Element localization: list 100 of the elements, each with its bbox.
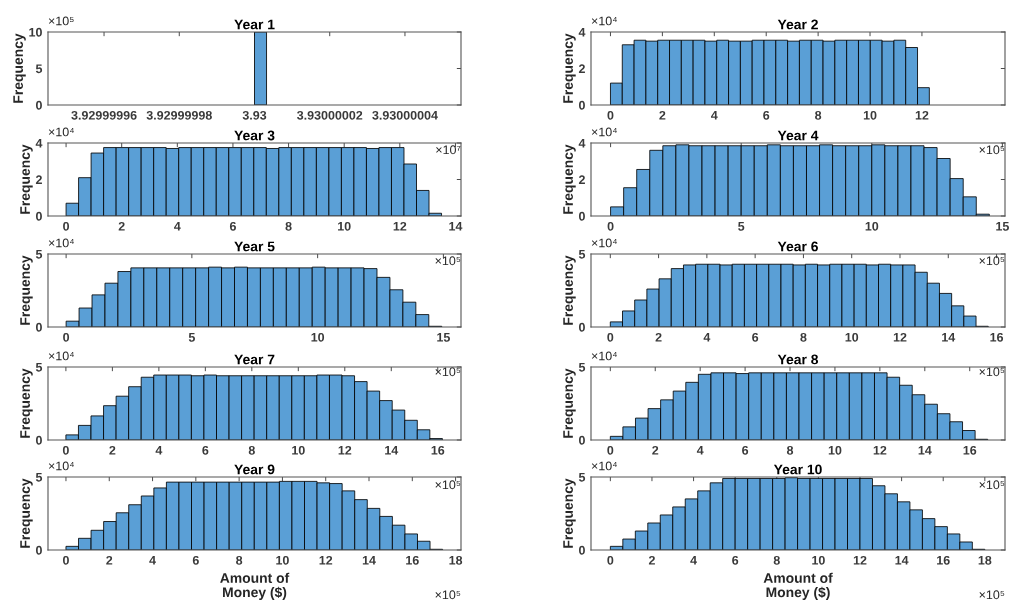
x-tick-label: 6 <box>202 445 209 455</box>
x-tick-label: 8 <box>815 110 822 120</box>
x-tick-label: 0 <box>63 332 70 342</box>
x-tick-label: 6 <box>742 445 749 455</box>
text: ×10⁵ <box>979 590 1005 600</box>
x-tick-label: 16 <box>406 555 419 565</box>
y-axis-title: Frequency <box>20 144 33 214</box>
y-axis-title: Frequency <box>563 478 576 548</box>
x-tick-label: 8 <box>285 221 292 231</box>
chart-title: Year 2 <box>777 19 818 30</box>
x-tick-label: 8 <box>248 445 255 455</box>
annotation: ×10⁵ <box>979 480 1005 490</box>
chart-title: Year 9 <box>234 464 275 475</box>
x-tick-label: 12 <box>873 445 887 455</box>
y-tick-label: 5 <box>578 249 586 259</box>
y-tick-label: 0 <box>35 100 42 110</box>
x-axis-title: Amount of Money ($) <box>763 572 833 600</box>
y-tick-label: 5 <box>35 249 43 259</box>
x-tick-label: 6 <box>229 221 236 231</box>
x-tick-label: 6 <box>752 332 759 342</box>
y-tick-label: 0 <box>35 545 42 555</box>
x-tick-label: 3.92999996 <box>71 110 137 120</box>
x-tick-label: 14 <box>895 556 909 565</box>
y-tick-label: 5 <box>35 472 43 482</box>
y-axis-title: Frequency <box>13 33 26 103</box>
chart-title: Year 1 <box>234 19 275 30</box>
chart-title: Year 6 <box>777 241 818 252</box>
x-tick-label: 14 <box>942 333 956 342</box>
chart-title: Year 4 <box>777 130 819 141</box>
y-tick-label: 0 <box>578 435 585 445</box>
y-tick-label: 0 <box>578 100 585 110</box>
x-tick-label: 14 <box>918 446 932 455</box>
x-tick-label: 4 <box>174 222 181 231</box>
x-tick-label: 12 <box>393 221 407 231</box>
y-tick-label: 0 <box>35 322 42 332</box>
x-tick-label: 6 <box>732 555 739 565</box>
x-tick-label: 5 <box>738 222 745 231</box>
x-tick-label: 15 <box>437 333 450 342</box>
y-tick-label: 2 <box>35 175 42 185</box>
x-tick-label: 0 <box>607 445 614 455</box>
y-axis-title: Frequency <box>563 255 576 325</box>
y-axis-title: Frequency <box>563 33 576 103</box>
x-tick-label: 4 <box>155 446 163 455</box>
x-tick-label: 8 <box>773 555 780 565</box>
x-tick-label: 10 <box>292 445 305 455</box>
x-tick-label: 16 <box>431 445 445 455</box>
text: ×10⁴ <box>591 127 617 137</box>
y-tick-label: 4 <box>578 27 586 37</box>
chart-title: Year 8 <box>777 354 819 365</box>
x-tick-label: 16 <box>963 445 977 455</box>
x-tick-label: 0 <box>607 110 614 120</box>
text: ×10⁵ <box>48 16 74 26</box>
chart-title: Year 10 <box>773 464 822 475</box>
x-tick-label: 2 <box>655 332 662 342</box>
x-tick-label: 14 <box>449 222 463 231</box>
chart-title: Year 7 <box>234 354 275 365</box>
annotation: ×10⁷ <box>436 145 461 155</box>
y-tick-label: 0 <box>578 545 585 555</box>
y-tick-label: 5 <box>578 362 586 372</box>
text: ×10⁴ <box>591 16 617 26</box>
x-tick-label: 8 <box>236 555 243 565</box>
text: ×10⁴ <box>48 127 74 137</box>
x-tick-label: 4 <box>711 111 718 120</box>
y-tick-label: 5 <box>35 64 43 74</box>
y-tick-label: 5 <box>35 362 43 372</box>
x-tick-label: 0 <box>62 445 69 455</box>
x-tick-label: 8 <box>800 332 807 342</box>
x-tick-label: 10 <box>276 555 289 565</box>
x-tick-label: 14 <box>362 556 376 565</box>
x-tick-label: 15 <box>996 222 1009 231</box>
x-tick-label: 12 <box>915 110 929 120</box>
x-tick-label: 2 <box>106 555 113 565</box>
chart-title: Year 3 <box>234 130 275 141</box>
x-tick-label: 8 <box>786 445 794 455</box>
chart-title: Year 5 <box>234 241 275 252</box>
x-tick-label: 0 <box>607 555 614 565</box>
x-tick-label: 2 <box>118 221 125 231</box>
y-axis-title: Frequency <box>20 478 33 548</box>
x-tick-label: 2 <box>652 445 659 455</box>
x-tick-label: 10 <box>311 332 325 342</box>
x-tick-label: 10 <box>845 332 859 342</box>
x-tick-label: 6 <box>192 555 199 565</box>
x-tick-label: 16 <box>937 555 950 565</box>
x-tick-label: 4 <box>703 333 711 342</box>
x-tick-label: 10 <box>865 221 879 231</box>
x-tick-label: 3.93000002 <box>297 110 363 120</box>
x-tick-label: 10 <box>828 445 842 455</box>
annotation: ×10⁵ <box>979 367 1005 377</box>
x-tick-label: 0 <box>62 555 69 565</box>
text: ×10⁴ <box>591 461 617 471</box>
x-tick-label: 10 <box>863 110 877 120</box>
annotation: ×10⁵ <box>435 480 461 490</box>
annotation: ×10⁵ <box>435 256 461 266</box>
annotation: ×10⁵ <box>979 256 1005 266</box>
x-tick-label: 12 <box>853 555 867 565</box>
y-tick-label: 0 <box>578 211 585 221</box>
x-axis-title: Amount of Money ($) <box>220 572 290 600</box>
text: ×10⁴ <box>48 351 74 361</box>
text: ×10⁴ <box>48 238 74 248</box>
x-tick-label: 2 <box>659 110 666 120</box>
